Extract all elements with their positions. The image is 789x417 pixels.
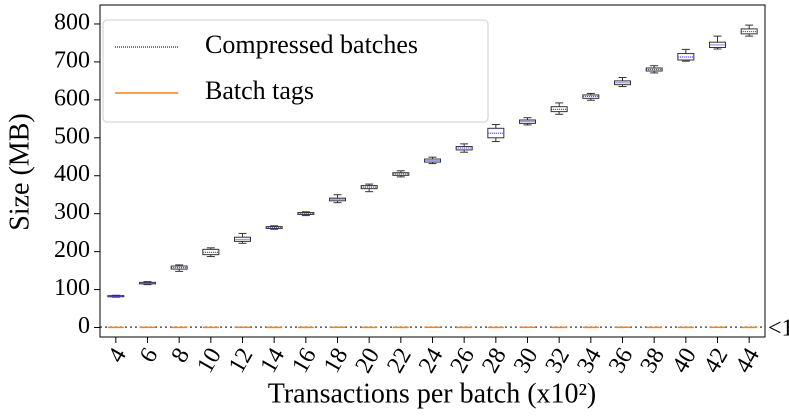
x-tick-label: 18: [319, 344, 354, 378]
legend-label: Batch tags: [205, 76, 314, 105]
x-tick-label: 28: [477, 344, 512, 378]
y-tick-label: 600: [54, 85, 90, 111]
x-tick-label: 22: [382, 344, 417, 378]
legend: [102, 19, 489, 123]
x-tick-label: 36: [604, 344, 639, 378]
y-tick-label: 0: [78, 313, 90, 339]
y-tick-label: 200: [54, 237, 90, 263]
y-tick-label: 700: [54, 47, 90, 73]
y-tick-label: 400: [54, 161, 90, 187]
y-axis-label: Size (MB): [4, 113, 35, 230]
x-tick-label: 40: [667, 344, 702, 378]
x-tick-label: 42: [699, 344, 734, 378]
x-tick-label: 32: [541, 344, 576, 378]
y-tick-label: 100: [54, 275, 90, 301]
x-tick-label: 44: [731, 344, 766, 378]
plot-frame: [99, 4, 766, 338]
x-tick-label: 38: [636, 344, 671, 378]
x-tick-label: 16: [287, 344, 322, 378]
x-tick-label: 26: [446, 344, 481, 378]
x-tick-label: 6: [135, 344, 164, 367]
reference-label: <1: [768, 316, 789, 342]
x-tick-label: 12: [224, 344, 259, 378]
x-tick-label: 20: [351, 344, 386, 378]
y-tick-label: 300: [54, 199, 90, 225]
x-tick-label: 14: [256, 344, 291, 378]
x-tick-label: 24: [414, 344, 449, 378]
y-tick-label: 800: [54, 9, 90, 35]
x-tick-label: 30: [509, 344, 544, 378]
y-tick-label: 500: [54, 123, 90, 149]
legend-label: Compressed batches: [205, 30, 418, 59]
x-tick-label: 8: [167, 344, 196, 367]
x-axis-label: Transactions per batch (x10²): [268, 378, 597, 409]
x-tick-label: 4: [103, 344, 132, 367]
x-tick-label: 34: [572, 344, 607, 378]
x-tick-label: 10: [192, 344, 227, 378]
